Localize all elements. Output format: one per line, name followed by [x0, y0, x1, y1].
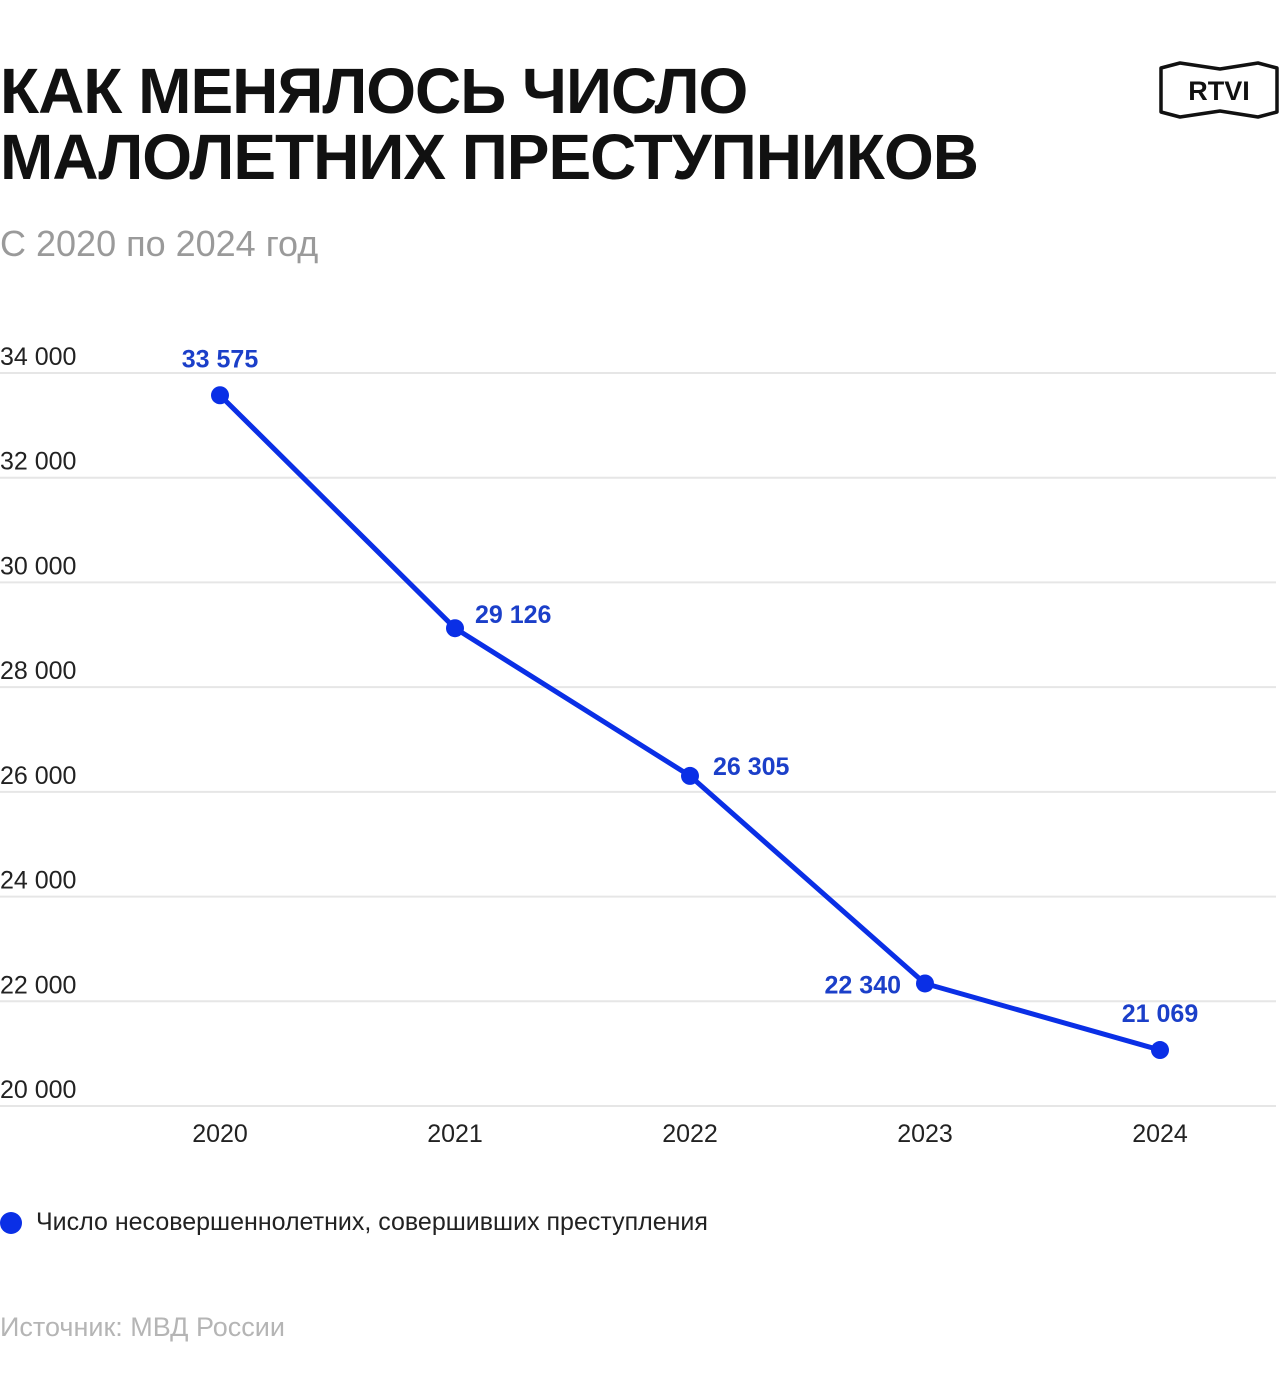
x-tick-label: 2021: [427, 1120, 483, 1148]
data-label: 33 575: [182, 345, 259, 373]
rtvi-logo: RTVI: [1159, 61, 1279, 119]
legend: Число несовершеннолетних, совершивших пр…: [0, 1208, 708, 1237]
legend-label: Число несовершеннолетних, совершивших пр…: [36, 1208, 708, 1236]
data-point: [681, 766, 699, 785]
x-tick-label: 2022: [662, 1120, 718, 1148]
data-point: [446, 619, 464, 638]
data-label: 26 305: [713, 753, 790, 781]
y-tick-label: 22 000: [0, 971, 76, 999]
line-chart: 20 000 22 000 24 000 26 000 28 000 30 000 32 0…: [0, 343, 1276, 1148]
legend-marker: [0, 1211, 22, 1234]
y-tick-label: 20 000: [0, 1076, 76, 1104]
data-points: [211, 386, 1169, 1060]
data-label: 21 069: [1122, 1000, 1198, 1028]
chart-title: КАК МЕНЯЛОСЬ ЧИСЛО МАЛОЛЕТНИХ ПРЕСТУПНИК…: [0, 58, 1100, 190]
logo-text: RTVI: [1188, 76, 1250, 106]
series-line-path: [217, 392, 1163, 1053]
title-line-1: КАК МЕНЯЛОСЬ ЧИСЛО: [0, 55, 748, 127]
y-tick-label: 28 000: [0, 657, 76, 685]
y-tick-label: 34 000: [0, 343, 76, 371]
data-labels: 33 575 29 126 26 305 22 340 21 069: [182, 345, 1198, 1028]
chart-subtitle: С 2020 по 2024 год: [0, 223, 319, 264]
grid-lines: [0, 372, 1276, 1107]
y-tick-label: 30 000: [0, 552, 76, 580]
source-note: Источник: МВД России: [0, 1312, 285, 1342]
x-axis-tick-labels: 2020 2021 2022 2023 2024: [192, 1120, 1188, 1148]
y-tick-label: 32 000: [0, 448, 76, 476]
data-label: 22 340: [825, 971, 901, 999]
data-point: [916, 974, 934, 993]
series-line: [217, 392, 1163, 1053]
data-point: [1151, 1041, 1169, 1060]
x-tick-label: 2024: [1132, 1120, 1188, 1148]
y-axis-tick-labels: 20 000 22 000 24 000 26 000 28 000 30 000 32 0…: [0, 343, 76, 1104]
y-tick-label: 26 000: [0, 762, 76, 790]
y-tick-label: 24 000: [0, 867, 76, 895]
data-point: [211, 386, 229, 405]
x-tick-label: 2020: [192, 1120, 248, 1148]
title-line-2: МАЛОЛЕТНИХ ПРЕСТУПНИКОВ: [0, 121, 979, 193]
x-tick-label: 2023: [897, 1120, 953, 1148]
data-label: 29 126: [475, 601, 551, 629]
